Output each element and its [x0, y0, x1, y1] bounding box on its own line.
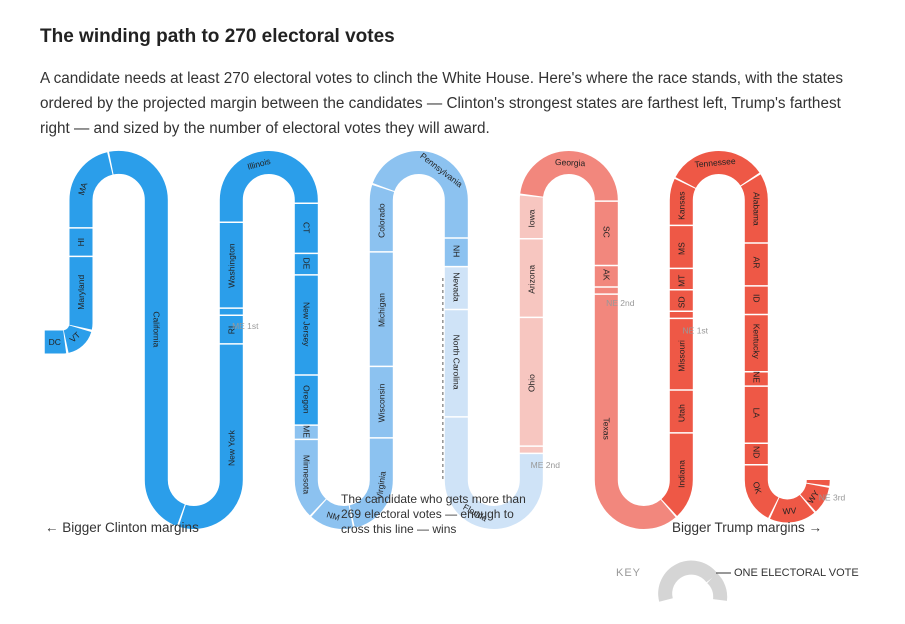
state-label: Tennessee [694, 156, 736, 170]
trump-margin-label: Bigger Trump margins → [672, 520, 823, 535]
state-label: Arizona [526, 265, 536, 294]
key-description: ONE ELECTORAL VOTE [734, 567, 859, 579]
state-label: MA [76, 181, 90, 197]
state-label: Maryland [76, 275, 86, 310]
state-segment [44, 150, 830, 529]
state-label: Oregon [301, 385, 311, 414]
state-label: Colorado [376, 203, 386, 238]
chart-title: The winding path to 270 electoral votes [40, 26, 395, 47]
state-label: ND [751, 446, 761, 458]
state-label: Michigan [376, 293, 386, 327]
clinton-margin-label: ← Bigger Clinton margins [45, 520, 199, 535]
state-label: Minnesota [301, 455, 311, 494]
threshold-note: The candidate who gets more than 269 ele… [341, 492, 526, 536]
state-label: Missouri [676, 340, 686, 372]
state-label: Virginia [374, 470, 388, 500]
state-label: Indiana [676, 460, 686, 488]
state-label: NE 2nd [606, 298, 635, 308]
state-label: RI [226, 326, 236, 335]
state-label: Iowa [526, 209, 536, 227]
state-label: OK [751, 481, 764, 496]
state-segment [44, 150, 830, 529]
state-segment [44, 150, 830, 529]
state-label: DE [301, 258, 311, 270]
state-label: AR [751, 257, 761, 269]
state-label: Washington [226, 243, 236, 288]
state-label: Wisconsin [376, 383, 386, 422]
key-arc-unit [706, 572, 728, 601]
state-label: AK [601, 269, 611, 281]
state-label: MT [676, 275, 686, 287]
state-label: WV [782, 505, 797, 516]
state-label: Texas [601, 417, 611, 439]
state-label: SD [676, 296, 686, 308]
state-label: Kansas [676, 191, 686, 219]
state-label: HI [76, 238, 86, 247]
state-label: Ohio [526, 374, 536, 392]
state-label: Kentucky [751, 324, 761, 360]
state-label: NE 3rd [819, 493, 846, 503]
state-label: NE 1st [683, 326, 709, 336]
state-label: NM [325, 509, 340, 522]
state-label: North Carolina [451, 335, 461, 390]
key-label: KEY [616, 567, 642, 579]
state-segments [44, 149, 832, 531]
state-label: ME 1st [232, 321, 259, 331]
state-label: MS [676, 242, 686, 255]
state-label: Nevada [451, 272, 461, 302]
state-label: LA [751, 408, 761, 419]
state-label: SC [601, 226, 611, 238]
state-label: ID [751, 294, 761, 303]
state-label: NE [751, 371, 761, 383]
state-label: Utah [676, 404, 686, 422]
chart-description: A candidate needs at least 270 electoral… [40, 70, 844, 137]
state-label: New Jersey [301, 302, 311, 347]
state-label: DC [49, 337, 61, 347]
state-label: Alabama [751, 192, 761, 226]
state-label: ME [301, 425, 311, 438]
key-arc [658, 560, 718, 602]
state-label: Georgia [555, 157, 586, 168]
state-label: New York [226, 429, 236, 466]
state-label: California [151, 311, 161, 347]
key-icon [658, 560, 731, 602]
state-label: NH [451, 245, 461, 257]
state-label: CT [301, 222, 311, 233]
state-label: ME 2nd [531, 460, 561, 470]
